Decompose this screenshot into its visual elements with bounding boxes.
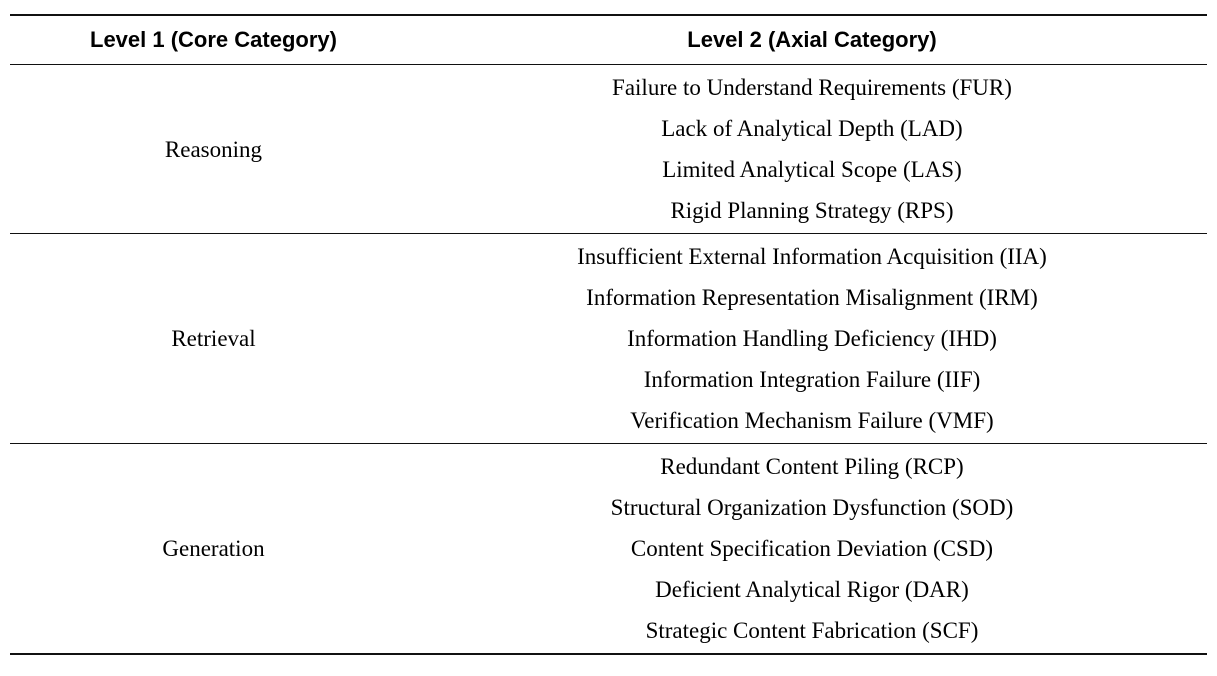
axial-category-sod: Structural Organization Dysfunction (SOD… xyxy=(610,495,1014,520)
table-row: Lack of Analytical Depth (LAD) xyxy=(10,108,1207,149)
axial-category-scf: Strategic Content Fabrication (SCF) xyxy=(645,618,979,643)
axial-category-rcp: Redundant Content Piling (RCP) xyxy=(660,454,964,479)
section-retrieval: Retrieval Insufficient External Informat… xyxy=(10,234,1207,444)
table-row: Reasoning Failure to Understand Requirem… xyxy=(10,65,1207,162)
axial-category-lad: Lack of Analytical Depth (LAD) xyxy=(661,116,963,141)
table-row: Information Handling Deficiency (IHD) xyxy=(10,318,1207,359)
table-row: Generation Redundant Content Piling (RCP… xyxy=(10,444,1207,561)
table-row: Rigid Planning Strategy (RPS) xyxy=(10,190,1207,234)
axial-category-rps: Rigid Planning Strategy (RPS) xyxy=(670,198,954,223)
axial-category-ihd: Information Handling Deficiency (IHD) xyxy=(627,326,997,351)
section-generation: Generation Redundant Content Piling (RCP… xyxy=(10,444,1207,655)
axial-category-dar: Deficient Analytical Rigor (DAR) xyxy=(655,577,969,602)
axial-category-vmf: Verification Mechanism Failure (VMF) xyxy=(630,408,994,433)
axial-category-iia: Insufficient External Information Acquis… xyxy=(577,244,1047,269)
axial-category-csd: Content Specification Deviation (CSD) xyxy=(630,536,994,561)
table-row: Retrieval Insufficient External Informat… xyxy=(10,234,1207,351)
header-level2-axial-category: Level 2 (Axial Category) xyxy=(687,27,937,52)
core-category-retrieval: Retrieval xyxy=(171,326,256,351)
table-row: Limited Analytical Scope (LAS) xyxy=(10,149,1207,190)
axial-category-las: Limited Analytical Scope (LAS) xyxy=(662,157,962,182)
header-row: Level 1 (Core Category) Level 2 (Axial C… xyxy=(10,15,1207,65)
table-row: Information Representation Misalignment … xyxy=(10,277,1207,318)
axial-category-irm: Information Representation Misalignment … xyxy=(586,285,1038,310)
table-row: Strategic Content Fabrication (SCF) xyxy=(10,610,1207,654)
error-category-table: Level 1 (Core Category) Level 2 (Axial C… xyxy=(10,14,1207,655)
header-level1-core-category: Level 1 (Core Category) xyxy=(90,27,337,52)
table-row: Information Integration Failure (IIF) xyxy=(10,359,1207,400)
table-header: Level 1 (Core Category) Level 2 (Axial C… xyxy=(10,15,1207,65)
axial-category-iif: Information Integration Failure (IIF) xyxy=(643,367,981,392)
table-row: Deficient Analytical Rigor (DAR) xyxy=(10,569,1207,610)
section-reasoning: Reasoning Failure to Understand Requirem… xyxy=(10,65,1207,234)
table-row: Structural Organization Dysfunction (SOD… xyxy=(10,487,1207,528)
core-category-reasoning: Reasoning xyxy=(164,136,263,162)
table-row: Verification Mechanism Failure (VMF) xyxy=(10,400,1207,444)
core-category-generation: Generation xyxy=(162,536,265,561)
axial-category-fur: Failure to Understand Requirements (FUR) xyxy=(612,75,1012,100)
table-row: Content Specification Deviation (CSD) xyxy=(10,528,1207,569)
